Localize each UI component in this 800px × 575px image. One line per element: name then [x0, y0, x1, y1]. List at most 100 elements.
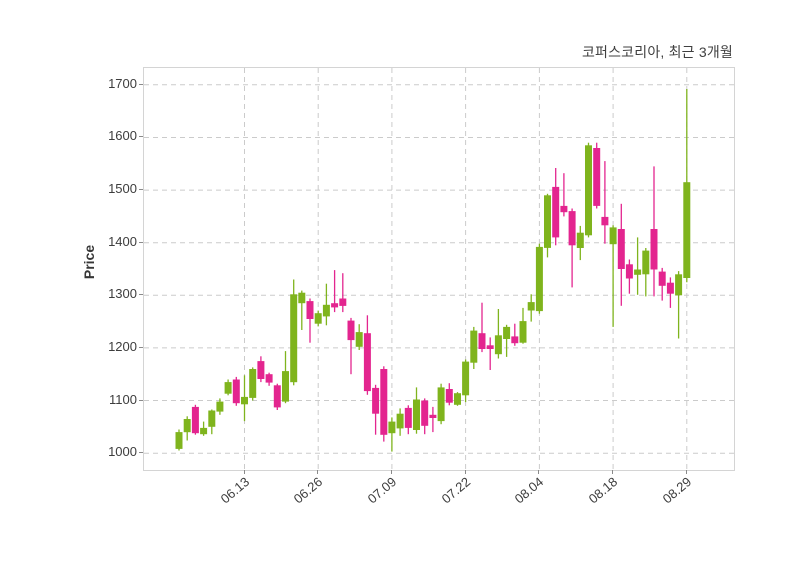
candle-up	[355, 324, 363, 350]
candle-body	[355, 332, 363, 347]
candle-up	[183, 416, 191, 441]
candle-down	[273, 383, 281, 410]
candle-body	[544, 195, 551, 248]
candle-body	[683, 182, 691, 278]
candle-body	[429, 414, 437, 418]
x-tick-mark	[465, 470, 466, 474]
candle-down	[232, 376, 240, 406]
candle-body	[478, 333, 486, 349]
candle-body	[241, 396, 248, 405]
x-tick-mark	[686, 470, 687, 474]
candle-body	[306, 301, 314, 319]
candle-body	[519, 321, 527, 343]
candle-body	[593, 148, 601, 206]
x-tick-label: 06.26	[291, 474, 326, 507]
x-tick-label: 07.22	[439, 474, 474, 507]
candle-body	[617, 229, 625, 269]
y-tick-label: 1600	[108, 128, 137, 144]
candle-body	[183, 419, 191, 433]
candle-body	[560, 205, 568, 213]
x-tick-label: 08.04	[512, 474, 547, 507]
candle-down	[658, 267, 666, 301]
candle-body	[232, 379, 240, 404]
candle-up	[175, 429, 183, 451]
candle-up	[585, 142, 592, 238]
x-tick-label: 08.29	[660, 474, 695, 507]
y-tick-mark	[139, 189, 143, 190]
candle-body	[249, 369, 257, 398]
plot-area	[143, 67, 735, 471]
x-tick-label: 08.18	[586, 474, 621, 507]
candle-up	[396, 408, 404, 436]
candle-body	[634, 269, 642, 275]
candle-body	[290, 294, 298, 383]
candle-down	[560, 173, 568, 217]
candle-body	[347, 320, 355, 341]
candle-body	[421, 400, 429, 426]
y-tick-mark	[139, 136, 143, 137]
candle-body	[666, 282, 674, 294]
y-tick-mark	[139, 242, 143, 243]
candle-up	[224, 379, 232, 396]
y-tick-mark	[139, 400, 143, 401]
y-tick-label: 1100	[109, 391, 137, 407]
candle-up	[642, 248, 650, 297]
candle-up	[208, 409, 216, 435]
y-axis-label: Price	[81, 244, 97, 280]
candle-down	[339, 273, 347, 313]
candle-up	[535, 243, 543, 314]
candle-body	[404, 407, 412, 428]
candlestick-svg	[144, 68, 734, 470]
candle-down	[331, 270, 339, 313]
candle-down	[568, 208, 576, 288]
candle-body	[437, 387, 445, 422]
candle-down	[617, 203, 625, 306]
candle-body	[585, 145, 592, 236]
candle-up	[200, 421, 208, 436]
y-tick-label: 1500	[108, 181, 137, 197]
candle-up	[314, 310, 322, 327]
candle-down	[404, 405, 412, 435]
candle-up	[241, 375, 248, 422]
candle-up	[519, 307, 527, 344]
candle-body	[257, 361, 265, 379]
chart-title: 코퍼스코리아, 최근 3개월	[581, 44, 733, 60]
candle-down	[347, 317, 355, 375]
candle-down	[593, 142, 601, 209]
candle-up	[576, 225, 584, 261]
candle-body	[609, 227, 617, 245]
x-tick-mark	[538, 470, 539, 474]
candle-body	[625, 264, 633, 279]
candle-body	[396, 413, 404, 429]
candle-up	[609, 225, 617, 327]
candle-body	[200, 427, 208, 435]
candle-up	[454, 392, 461, 406]
y-tick-label: 1400	[108, 233, 137, 249]
candle-body	[298, 292, 306, 304]
candle-body	[191, 406, 199, 434]
y-tick-mark	[139, 294, 143, 295]
candle-up	[470, 326, 478, 369]
candle-body	[273, 385, 281, 408]
candle-up	[634, 237, 642, 295]
candle-body	[363, 333, 371, 392]
candle-down	[486, 337, 494, 370]
y-tick-label: 1000	[108, 444, 137, 460]
candle-body	[372, 387, 380, 414]
candle-down	[601, 161, 609, 244]
candle-up	[298, 290, 306, 330]
candle-down	[478, 302, 486, 353]
candle-body	[331, 303, 339, 308]
candle-down	[552, 168, 560, 246]
candle-up	[494, 309, 502, 359]
candle-body	[642, 250, 650, 275]
candle-body	[413, 399, 420, 430]
candle-body	[601, 216, 609, 226]
candle-body	[322, 304, 330, 317]
candle-down	[666, 277, 674, 308]
candle-up	[675, 271, 683, 339]
candle-down	[306, 298, 314, 343]
candle-up	[544, 193, 551, 258]
candle-body	[658, 271, 666, 286]
